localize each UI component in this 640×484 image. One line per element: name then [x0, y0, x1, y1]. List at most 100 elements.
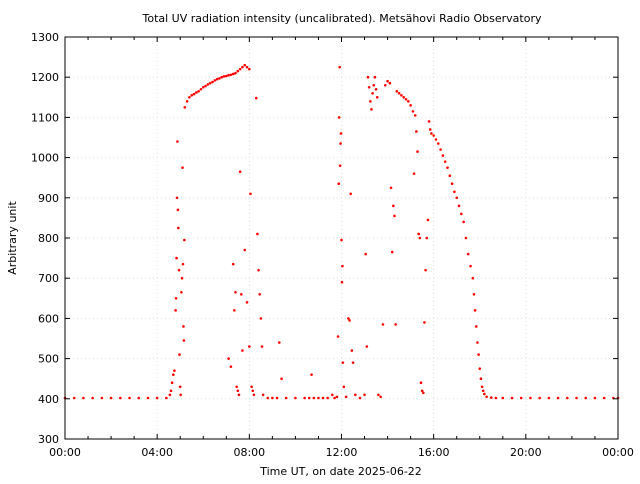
data-point — [476, 341, 479, 344]
data-point — [252, 393, 256, 397]
data-point — [448, 174, 452, 177]
data-point — [245, 65, 249, 69]
axis-ticks: 300 400 500 600 700 800 900 1000 1100 1200 1300 00:… — [31, 31, 634, 459]
data-point — [464, 236, 468, 240]
data-point — [284, 396, 288, 400]
data-point — [165, 396, 168, 400]
y-tick-label: 1200 — [31, 71, 59, 84]
x-tick-label: 04:00 — [141, 446, 173, 459]
data-point — [238, 170, 242, 173]
data-point — [379, 395, 382, 399]
data-point — [183, 106, 187, 109]
data-point — [351, 361, 355, 364]
data-point — [584, 396, 588, 400]
data-point — [237, 393, 241, 397]
data-point — [374, 87, 378, 91]
data-point — [413, 114, 417, 117]
data-point — [339, 132, 343, 135]
data-point — [417, 232, 420, 236]
x-tick-label: 12:00 — [326, 446, 358, 459]
data-point — [229, 73, 233, 77]
data-point — [390, 250, 394, 254]
data-point — [450, 182, 454, 186]
data-point — [339, 142, 342, 145]
data-point — [218, 77, 221, 80]
data-point — [340, 280, 344, 284]
data-point — [222, 75, 226, 78]
data-point — [348, 319, 351, 322]
x-axis-label: Time UT, on date 2025-06-22 — [259, 465, 422, 478]
data-point — [336, 335, 340, 338]
data-point — [335, 395, 339, 399]
data-point — [341, 361, 345, 364]
data-point — [469, 264, 472, 268]
y-tick-label: 900 — [38, 192, 59, 205]
data-point — [474, 325, 478, 328]
data-point — [100, 396, 104, 400]
data-point — [489, 396, 493, 399]
data-point — [423, 321, 426, 324]
data-point — [215, 77, 219, 81]
data-point — [602, 396, 606, 400]
data-point — [455, 196, 459, 200]
data-point — [369, 100, 372, 103]
data-point — [310, 373, 313, 376]
data-point — [181, 262, 185, 266]
data-point — [593, 396, 597, 400]
data-point — [192, 92, 196, 96]
data-point — [258, 292, 262, 296]
data-point — [420, 389, 424, 393]
data-point — [344, 395, 348, 399]
data-point — [575, 396, 578, 400]
data-point — [169, 389, 173, 393]
data-point — [312, 396, 316, 400]
data-point — [275, 396, 279, 400]
data-point — [82, 396, 85, 400]
data-point — [213, 79, 217, 82]
data-point — [363, 393, 366, 397]
y-tick-label: 500 — [38, 353, 59, 366]
data-point — [168, 393, 172, 397]
data-point — [481, 389, 485, 393]
data-point — [411, 110, 415, 113]
data-point — [254, 96, 258, 100]
data-point — [176, 208, 180, 212]
data-point — [473, 309, 477, 312]
data-point — [234, 71, 237, 75]
data-point — [510, 396, 514, 400]
data-point — [375, 96, 379, 99]
data-point — [190, 93, 194, 97]
data-point — [72, 396, 76, 400]
data-point — [547, 396, 551, 400]
data-point — [370, 108, 373, 111]
y-tick-label: 300 — [38, 433, 59, 446]
data-point — [243, 63, 247, 67]
data-point — [426, 218, 430, 222]
data-point — [349, 192, 353, 196]
data-point — [199, 87, 203, 91]
data-point — [248, 67, 251, 71]
data-point — [477, 353, 480, 356]
data-point — [373, 75, 377, 79]
data-point — [416, 150, 419, 153]
data-point — [211, 80, 214, 84]
data-point — [227, 357, 230, 360]
data-point — [347, 317, 350, 320]
data-point — [241, 65, 244, 69]
data-point — [381, 323, 385, 326]
data-point — [227, 73, 230, 77]
data-point — [479, 377, 483, 381]
data-point — [119, 396, 122, 400]
data-point — [529, 396, 532, 400]
y-tick-label: 700 — [38, 272, 59, 285]
data-point — [342, 385, 346, 389]
data-point — [395, 89, 399, 93]
data-point — [377, 393, 380, 397]
data-point — [421, 391, 425, 395]
data-point — [182, 339, 186, 342]
data-point — [397, 91, 401, 95]
data-point — [260, 345, 264, 348]
grid-lines — [65, 37, 618, 439]
x-tick-label: 20:00 — [510, 446, 542, 459]
